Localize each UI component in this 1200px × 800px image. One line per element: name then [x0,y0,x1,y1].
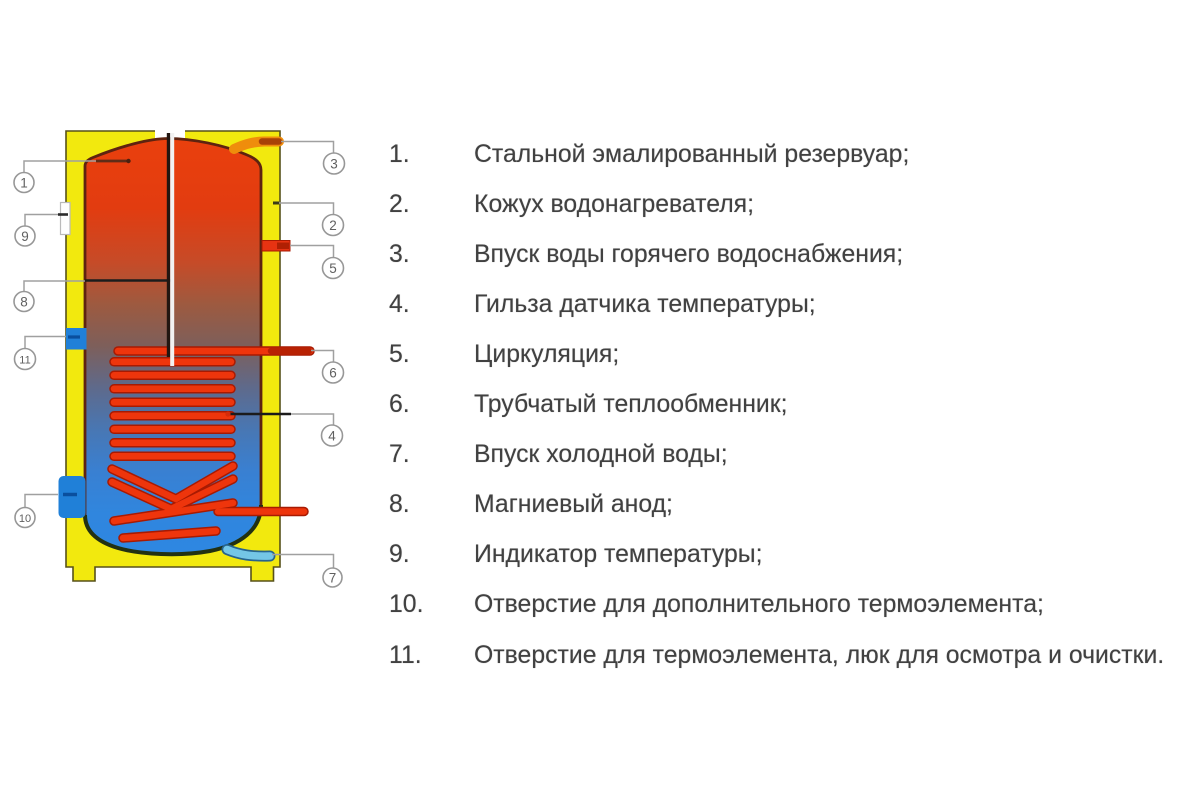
svg-text:4: 4 [328,429,336,444]
svg-text:7: 7 [329,571,337,586]
svg-text:3: 3 [330,157,338,172]
svg-text:2: 2 [329,218,337,233]
svg-text:1: 1 [20,176,28,191]
svg-text:10: 10 [19,513,31,525]
svg-text:5: 5 [329,261,337,276]
svg-text:6: 6 [329,366,337,381]
svg-text:8: 8 [20,295,28,310]
svg-text:11: 11 [19,355,30,367]
svg-text:9: 9 [21,229,29,244]
